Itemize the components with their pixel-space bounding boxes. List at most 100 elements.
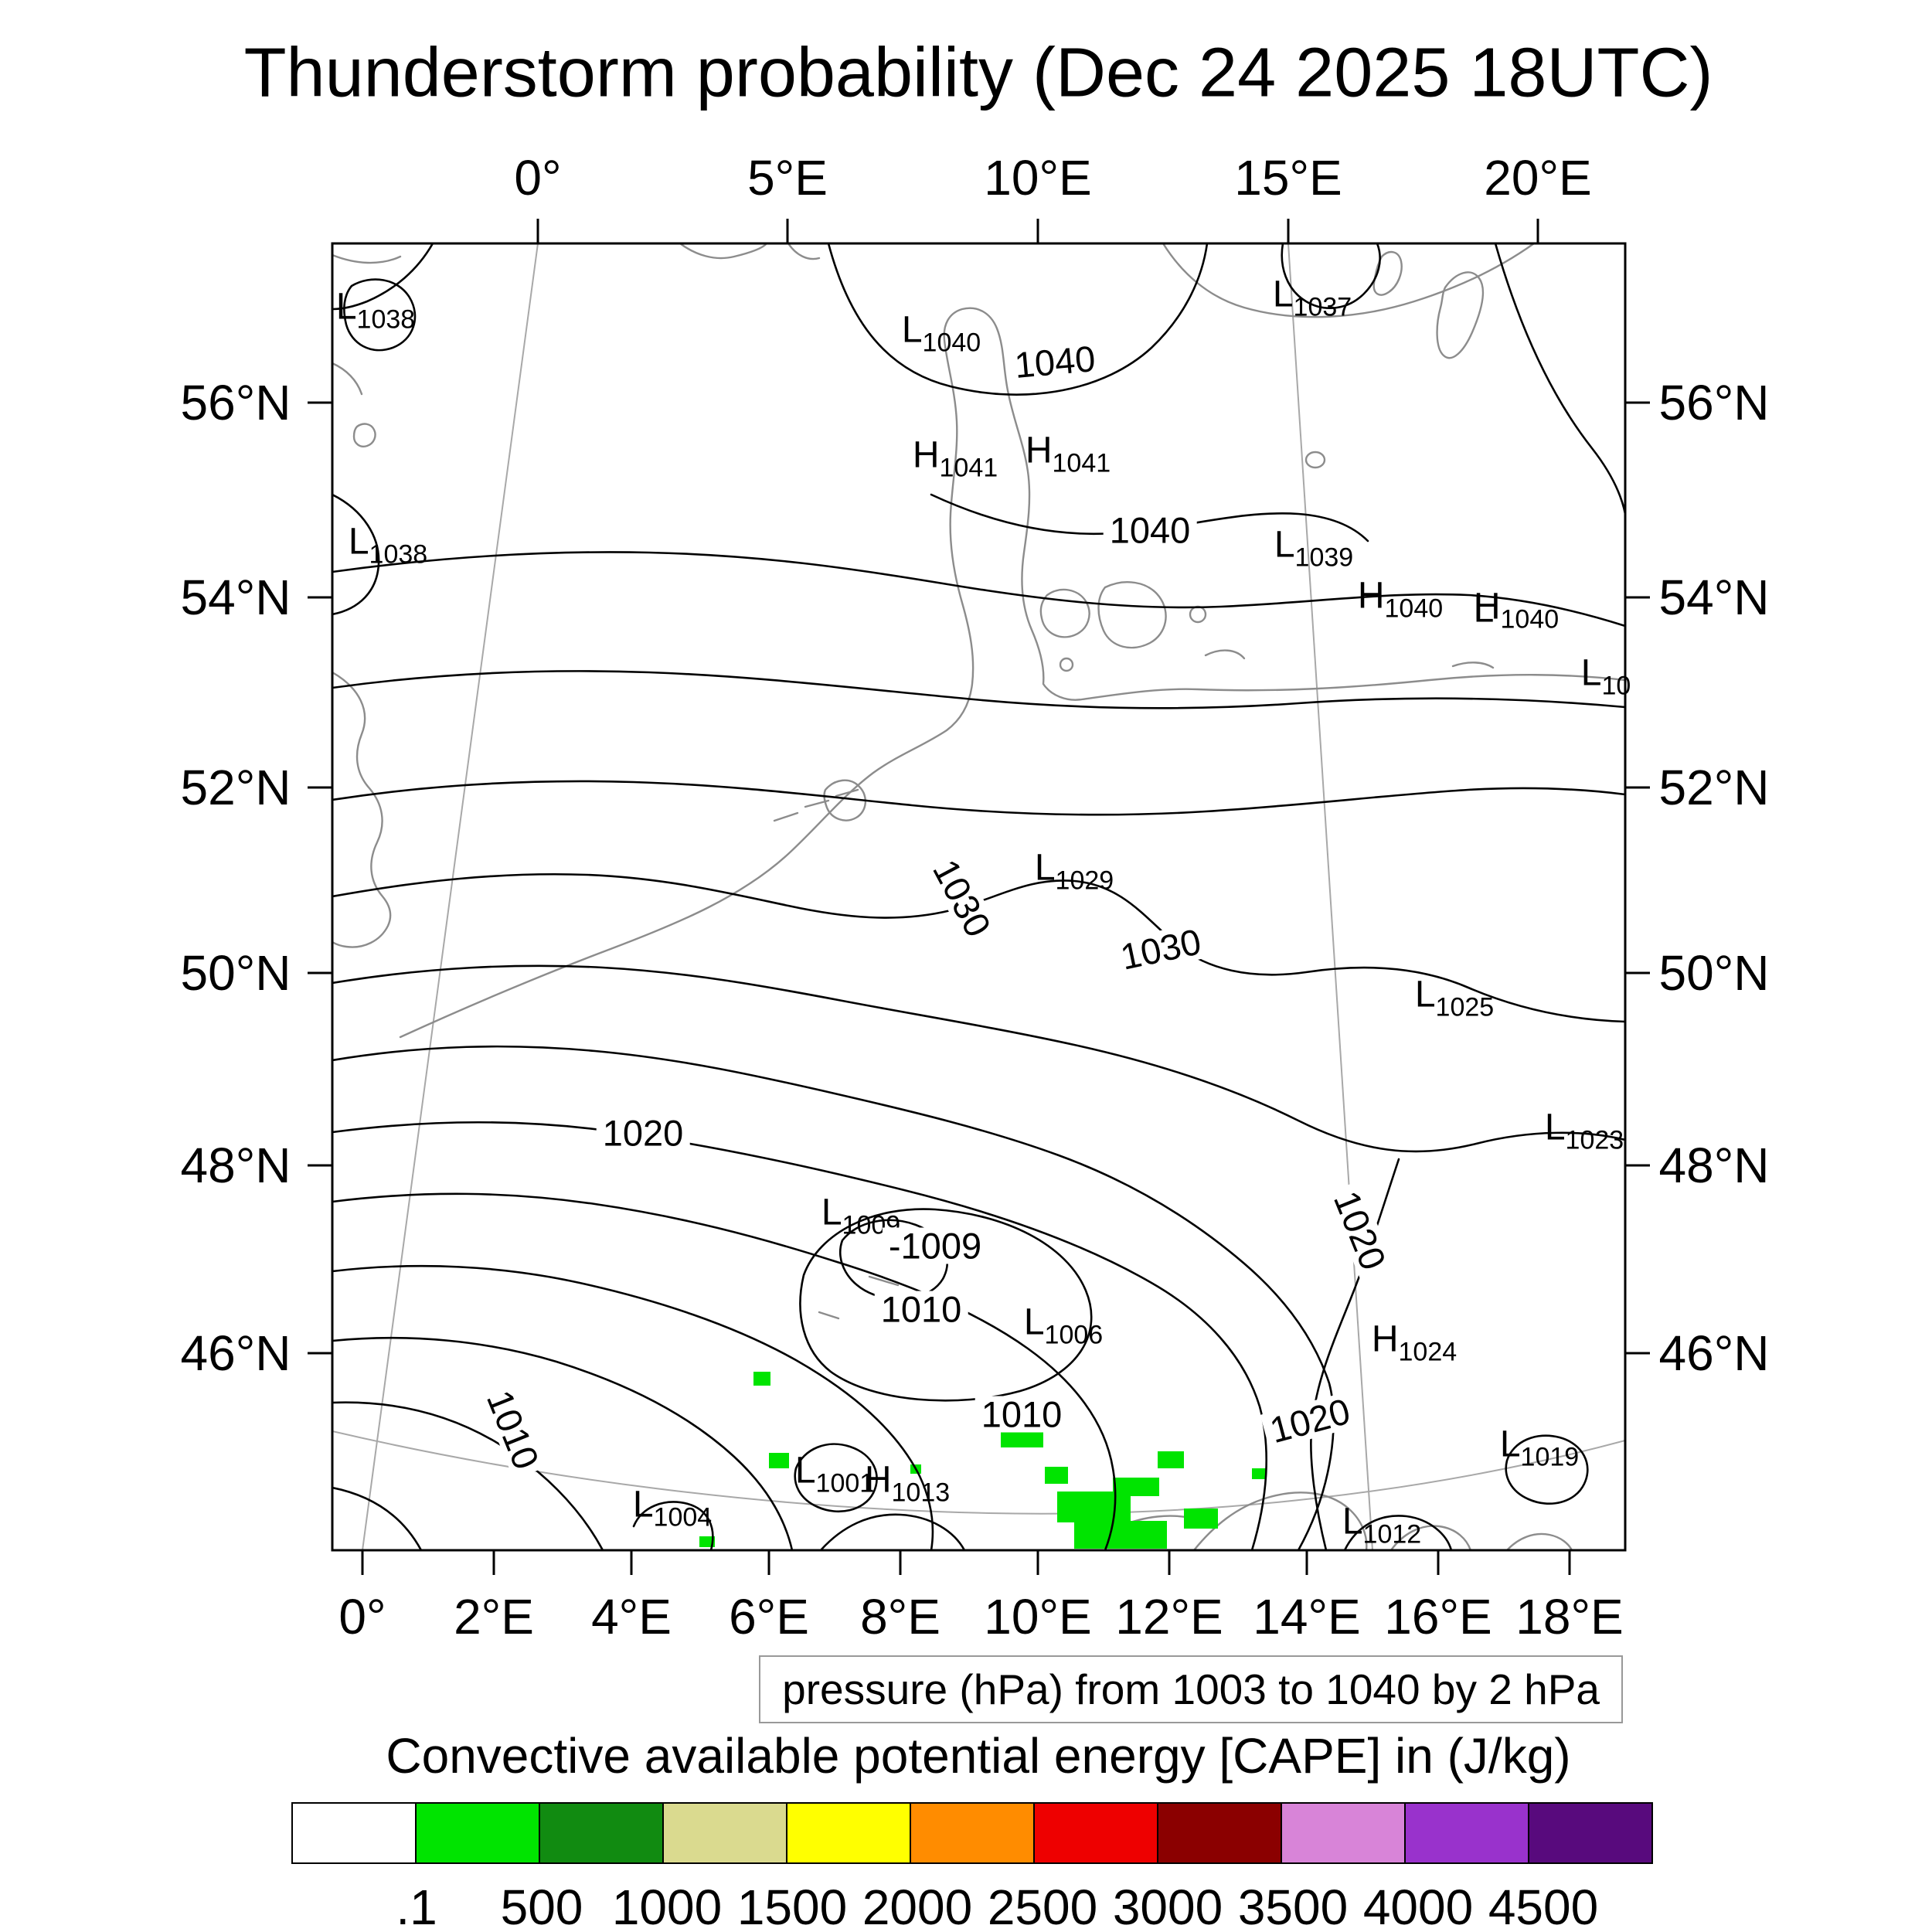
axis-label-left: 46°N: [180, 1325, 291, 1381]
pressure-center-value: 1012: [1362, 1519, 1422, 1549]
pressure-center-value: 1025: [1435, 992, 1495, 1022]
pressure-center-h1040: H1040: [1473, 586, 1560, 634]
pressure-center-value: 1041: [939, 453, 998, 483]
pressure-center-l1040: L1040: [902, 311, 981, 356]
pressure-center-l1012: L1012: [1342, 1501, 1422, 1549]
cape-scale-label: .1: [396, 1879, 437, 1932]
pressure-center-value: 1024: [1398, 1337, 1458, 1367]
pressure-center-value: 1004: [653, 1502, 713, 1532]
pressure-center-letter: L: [794, 1450, 816, 1492]
pressure-center-h1041: H1041: [1025, 430, 1111, 478]
pressure-center-l1004: L1004: [632, 1484, 713, 1532]
cape-color-swatch: [1157, 1802, 1282, 1864]
cape-color-swatch: [910, 1802, 1035, 1864]
axis-label-right: 52°N: [1658, 760, 1770, 815]
pressure-center-h1040: H1040: [1358, 577, 1444, 624]
pressure-center-l1038: L1038: [348, 521, 428, 570]
axis-label-bottom: 4°E: [591, 1589, 672, 1645]
cape-color-swatch: [1281, 1802, 1406, 1864]
pressure-center-l1038: L1038: [336, 288, 416, 335]
pressure-center-l: L: [1474, 591, 1495, 636]
contour-inline-label: 1010: [975, 1396, 1069, 1433]
axis-label-top: 0°: [514, 150, 562, 206]
pressure-center-h1041: H1041: [913, 437, 998, 481]
axis-label-bottom: 2°E: [454, 1589, 534, 1645]
pressure-center-l1001: L1001: [794, 1450, 874, 1497]
pressure-center-letter: L: [1499, 1423, 1521, 1465]
plot-border: [331, 242, 1627, 1552]
pressure-center-letter: L: [1023, 1301, 1045, 1343]
isobar-contour-lines: [332, 243, 1625, 1550]
pressure-center-l1039: L1039: [1274, 526, 1353, 571]
axis-label-left: 48°N: [180, 1138, 291, 1193]
cape-scale-label: 2500: [987, 1879, 1098, 1932]
axis-label-left: 52°N: [180, 760, 291, 815]
pressure-center-l1006: L1006: [1024, 1304, 1103, 1349]
pressure-center-value: 1006: [1044, 1320, 1104, 1350]
contour-inline-label: 1040: [1103, 512, 1197, 549]
pressure-center-value: 1041: [1052, 448, 1111, 478]
axis-label-bottom: 12°E: [1115, 1589, 1223, 1645]
pressure-center-letter: H: [1473, 586, 1501, 628]
cape-color-swatch: [539, 1802, 664, 1864]
coastlines: [332, 243, 1625, 1550]
cape-colorbar: [291, 1802, 1653, 1864]
pressure-center-letter: L: [1544, 1107, 1566, 1148]
cape-color-swatch: [662, 1802, 787, 1864]
pressure-center-letter: L: [1034, 847, 1056, 889]
pressure-center-letter: L: [1414, 974, 1436, 1015]
axis-label-bottom: 18°E: [1515, 1589, 1624, 1645]
axis-label-bottom: 14°E: [1253, 1589, 1361, 1645]
pressure-center-l10: L10: [1581, 655, 1631, 699]
pressure-center-value: 1038: [369, 539, 428, 570]
contour-inline-label: 1040: [1006, 338, 1104, 386]
pressure-center-l1037: L1037: [1273, 276, 1352, 321]
axis-ticks: [308, 219, 1650, 1575]
contour-inline-label: 1010: [874, 1291, 968, 1328]
pressure-center-letter: L: [1580, 652, 1602, 694]
axis-label-top: 10°E: [984, 150, 1092, 206]
axis-label-right: 56°N: [1658, 375, 1770, 430]
pressure-center-l1029: L1029: [1034, 847, 1114, 894]
pressure-center-letter: L: [632, 1484, 654, 1526]
page-title: Thunderstorm probability (Dec 24 2025 18…: [243, 34, 1713, 112]
pressure-center-value: 1038: [356, 304, 416, 335]
axis-label-bottom: 16°E: [1384, 1589, 1492, 1645]
axis-label-top: 20°E: [1484, 150, 1592, 206]
pressure-center-l1025: L1025: [1414, 974, 1495, 1022]
axis-label-bottom: 6°E: [729, 1589, 809, 1645]
pressure-center-value: 1040: [1500, 604, 1560, 634]
axis-label-right: 50°N: [1658, 945, 1770, 1001]
cape-scale-label: 3500: [1237, 1879, 1349, 1932]
legend-title: Convective available potential energy [C…: [386, 1728, 1571, 1784]
pressure-center-value: 10: [1601, 671, 1631, 701]
pressure-center-letter: H: [912, 434, 940, 476]
cape-scale-label: 4000: [1362, 1879, 1474, 1932]
pressure-center-letter: L: [1342, 1501, 1363, 1543]
pressure-center-letter: L: [348, 521, 369, 563]
pressure-center-letter: H: [1025, 430, 1053, 471]
pressure-center-letter: L: [821, 1192, 842, 1233]
pressure-center-value: 1019: [1520, 1442, 1580, 1472]
pressure-center-h1013: H1013: [864, 1459, 950, 1506]
cape-patches: [699, 1372, 1266, 1549]
cape-color-swatch: [291, 1802, 417, 1864]
pressure-center-letter: H: [1371, 1318, 1399, 1360]
cape-scale-label: 2000: [862, 1879, 973, 1932]
pressure-center-letter: H: [864, 1459, 892, 1501]
cape-color-swatch: [786, 1802, 911, 1864]
axis-label-right: 48°N: [1658, 1138, 1770, 1193]
cape-color-swatch: [1404, 1802, 1529, 1864]
pressure-center-h1024: H1024: [1372, 1321, 1457, 1366]
axis-label-top: 5°E: [747, 150, 828, 206]
axis-label-left: 50°N: [180, 945, 291, 1001]
cape-color-swatch: [415, 1802, 540, 1864]
axis-label-bottom: 10°E: [984, 1589, 1092, 1645]
axis-label-left: 56°N: [180, 375, 291, 430]
axis-label-bottom: 8°E: [860, 1589, 940, 1645]
cape-scale-label: 3000: [1112, 1879, 1223, 1932]
pressure-center-value: 1040: [1384, 594, 1444, 624]
pressure-center-l1019: L1019: [1499, 1423, 1580, 1472]
